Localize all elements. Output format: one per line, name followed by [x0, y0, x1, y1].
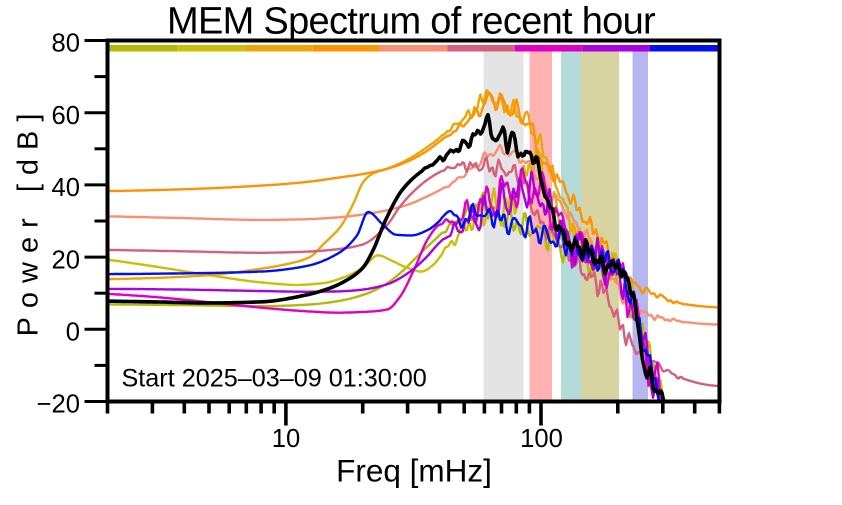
svg-text:40: 40 — [52, 174, 80, 202]
svg-text:Start 2025–03–09 01:30:00: Start 2025–03–09 01:30:00 — [122, 365, 427, 393]
svg-text:100: 100 — [520, 425, 563, 453]
svg-text:0: 0 — [66, 319, 80, 347]
svg-text:Freq [mHz]: Freq [mHz] — [336, 453, 492, 489]
svg-text:80: 80 — [52, 30, 80, 58]
svg-text:−20: −20 — [37, 391, 80, 419]
svg-text:20: 20 — [52, 246, 80, 274]
svg-text:MEM Spectrum of recent hour: MEM Spectrum of recent hour — [167, 1, 656, 43]
svg-text:Power [dB]: Power [dB] — [13, 105, 45, 337]
svg-text:10: 10 — [272, 425, 300, 453]
svg-text:60: 60 — [52, 102, 80, 130]
